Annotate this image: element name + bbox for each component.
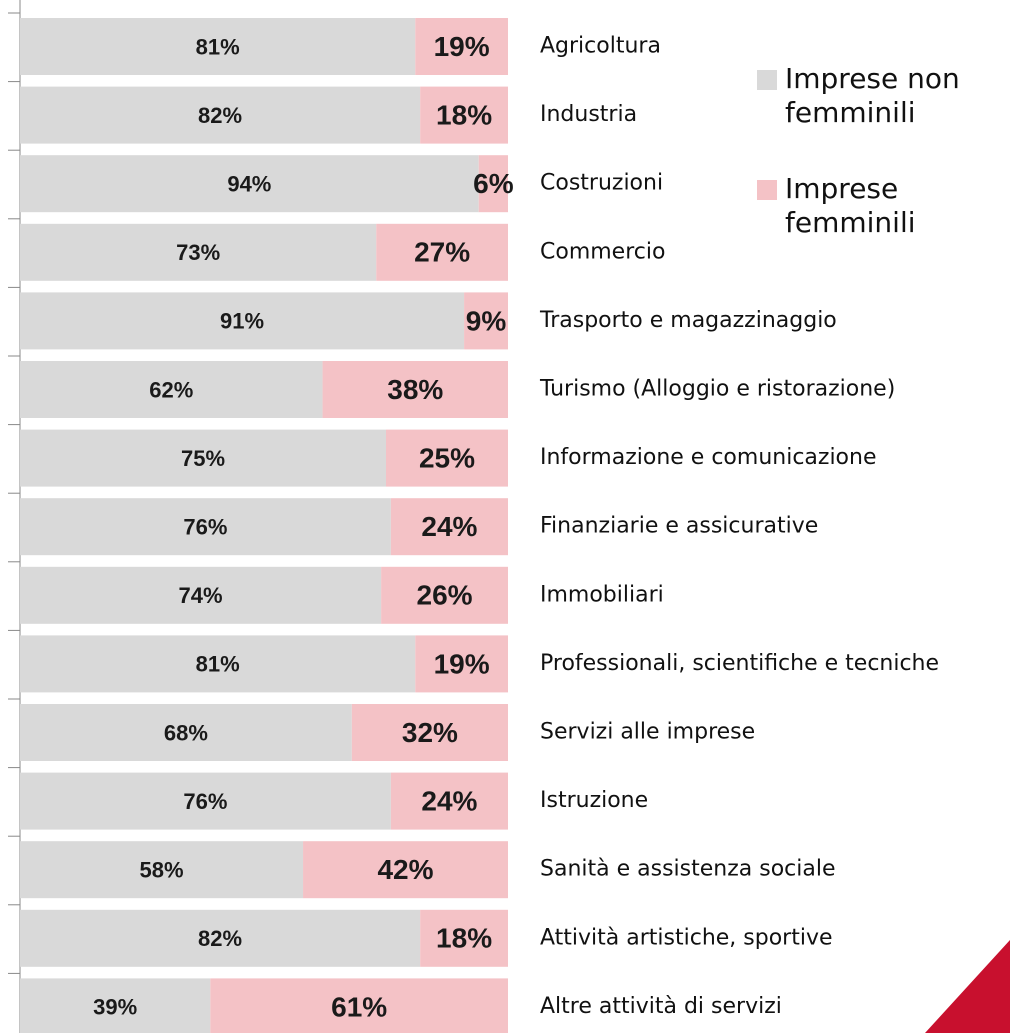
value-label: 68% (164, 720, 208, 745)
bar-segment (464, 292, 508, 350)
legend-label: Imprese non femminili (785, 62, 960, 129)
bar-segment (20, 772, 391, 830)
corner-decoration (925, 940, 1010, 1033)
bar-segment (386, 429, 508, 487)
value-label: 94% (227, 172, 271, 197)
bar-segment (415, 18, 508, 75)
bar-segment (20, 223, 377, 281)
value-label: 82% (198, 103, 242, 128)
value-label: 74% (179, 583, 223, 608)
value-label: 25% (419, 442, 475, 473)
category-label: Industria (540, 102, 637, 127)
bar-segment (303, 841, 508, 899)
value-label: 24% (421, 785, 477, 816)
bar-segment (478, 155, 508, 213)
value-label: 38% (387, 374, 443, 405)
category-label: Trasporto e magazzinaggio (539, 308, 837, 333)
value-label: 75% (181, 446, 225, 471)
value-label: 27% (414, 237, 470, 268)
category-label: Attività artistiche, sportive (540, 925, 833, 950)
legend-swatch (757, 180, 777, 200)
bar-segment (376, 223, 508, 281)
bar-segment (322, 361, 508, 418)
category-label: Agricoltura (540, 34, 661, 59)
value-label: 58% (139, 858, 183, 883)
value-label: 73% (176, 240, 220, 265)
bar-segment (20, 18, 416, 75)
bar-segment (381, 566, 508, 624)
bar-segment (390, 498, 508, 556)
value-label: 26% (417, 580, 473, 611)
bar-segment (20, 292, 465, 350)
category-label: Turismo (Alloggio e ristorazione) (539, 377, 895, 402)
category-label: Immobiliari (540, 582, 664, 607)
bar-segment (20, 635, 416, 693)
bar-segment (351, 704, 508, 761)
bar-segment (20, 86, 421, 144)
value-label: 9% (466, 305, 507, 336)
bar-segment (20, 566, 382, 624)
value-label: 62% (149, 377, 193, 402)
value-label: 39% (93, 995, 137, 1020)
value-label: 42% (377, 854, 433, 885)
bar-segment (390, 772, 508, 830)
value-label: 81% (196, 652, 240, 677)
value-label: 18% (436, 99, 492, 130)
category-label: Costruzioni (540, 171, 663, 196)
value-label: 91% (220, 309, 264, 334)
category-label: Finanziarie e assicurative (540, 514, 818, 539)
bar-segment (420, 86, 508, 144)
value-label: 19% (434, 31, 490, 62)
value-label: 61% (331, 991, 387, 1022)
value-label: 82% (198, 926, 242, 951)
category-label: Istruzione (540, 788, 648, 813)
category-label: Altre attività di servizi (540, 994, 782, 1019)
bar-segment (415, 635, 508, 693)
bar-segment (20, 155, 479, 213)
bar-segment (20, 909, 421, 967)
legend-swatch (757, 70, 777, 90)
value-label: 24% (421, 511, 477, 542)
value-label: 6% (473, 168, 514, 199)
category-label: Sanità e assistenza sociale (540, 857, 836, 882)
bar-segment (20, 841, 304, 899)
bar-segment (20, 361, 323, 418)
legend-label: Imprese femminili (785, 172, 916, 239)
value-label: 32% (402, 717, 458, 748)
bar-segment (420, 909, 508, 967)
category-label: Servizi alle imprese (540, 720, 755, 745)
value-label: 18% (436, 923, 492, 954)
value-label: 19% (434, 648, 490, 679)
bar-segment (20, 429, 386, 487)
bar-segment (20, 704, 352, 761)
value-label: 76% (183, 515, 227, 540)
bar-segment (20, 978, 211, 1033)
value-label: 81% (196, 34, 240, 59)
category-label: Informazione e comunicazione (540, 445, 877, 470)
category-label: Commercio (540, 239, 665, 264)
category-label: Professionali, scientifiche e tecniche (540, 651, 939, 676)
bar-segment (20, 498, 391, 556)
bar-segment (210, 978, 508, 1033)
value-label: 76% (183, 789, 227, 814)
